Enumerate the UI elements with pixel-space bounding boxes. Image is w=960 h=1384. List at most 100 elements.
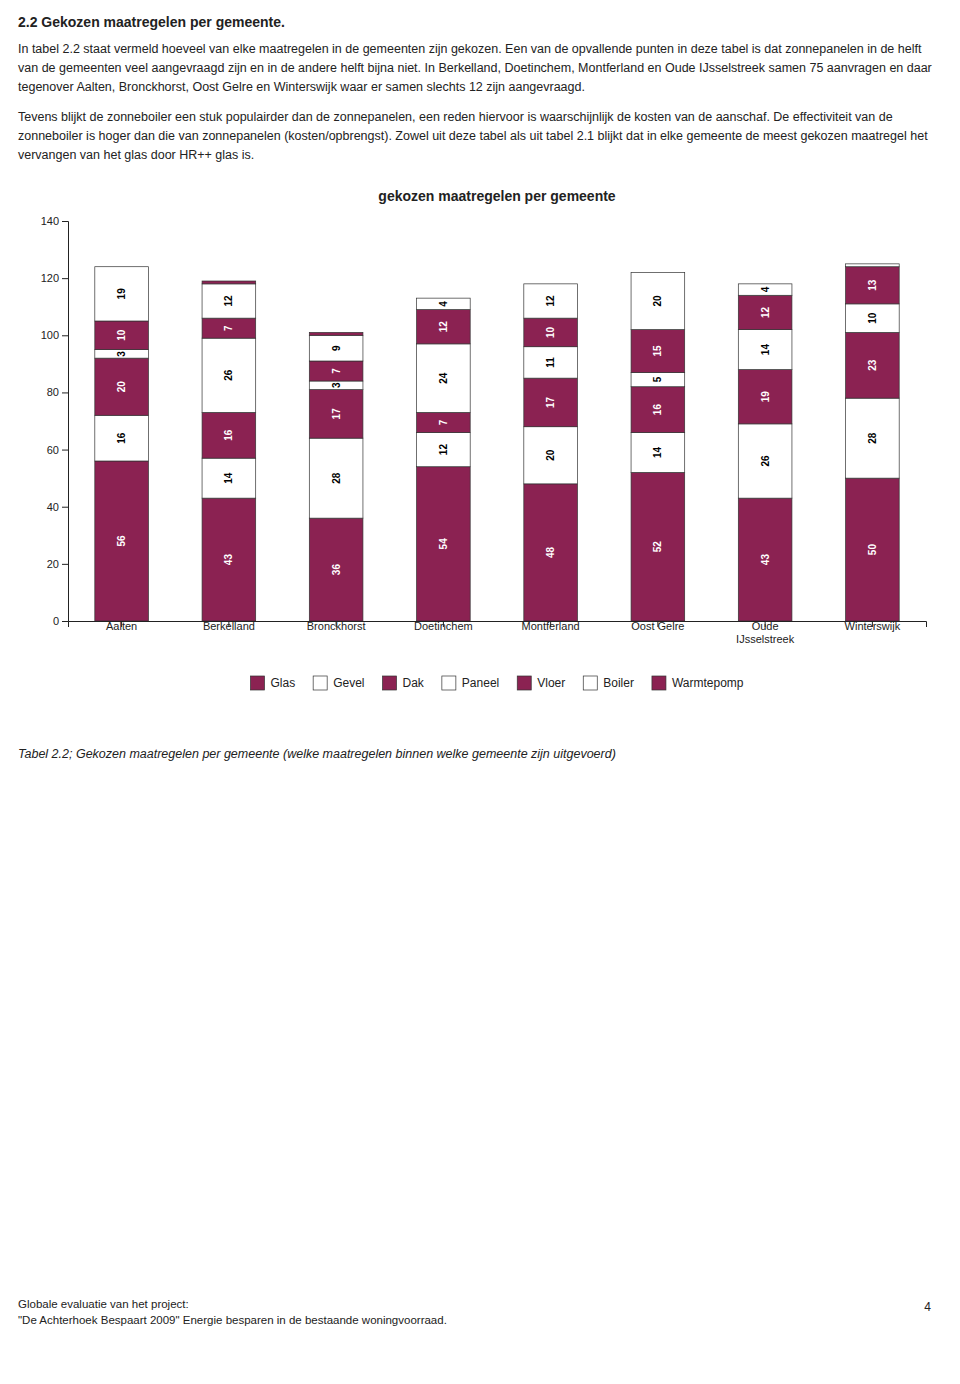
data-label: 7 xyxy=(331,367,342,373)
bar-segment xyxy=(309,438,363,518)
bar-segment xyxy=(202,412,256,458)
tick-mark xyxy=(62,335,68,336)
bar-segment xyxy=(417,309,471,343)
y-tick: 40 xyxy=(47,500,68,512)
tick-label: 20 xyxy=(47,557,59,569)
bar-segment xyxy=(846,332,900,398)
tick-label: Montferland xyxy=(522,620,580,632)
data-label: 9 xyxy=(331,344,342,350)
bar-segment xyxy=(631,372,685,386)
data-label: 43 xyxy=(760,553,771,565)
tick-label: 100 xyxy=(41,329,59,341)
tick-mark xyxy=(62,621,68,622)
bar-segment xyxy=(309,518,363,621)
data-label: 14 xyxy=(223,472,234,484)
page: 2.2 Gekozen maatregelen per gemeente.In … xyxy=(0,0,960,1384)
data-label: 26 xyxy=(223,369,234,381)
legend-label: Gevel xyxy=(333,676,364,690)
data-label: 36 xyxy=(331,563,342,575)
x-tick: Berkelland xyxy=(203,620,255,632)
data-label: 10 xyxy=(867,312,878,324)
tick-label: OudeIJsselstreek xyxy=(736,620,795,645)
y-tick: 0 xyxy=(53,615,68,627)
data-label: 13 xyxy=(867,279,878,291)
bar-segment xyxy=(417,432,471,466)
tick-label: Aalten xyxy=(106,620,137,632)
bar-segment xyxy=(417,298,471,309)
bar-segment xyxy=(524,483,578,620)
data-label: 17 xyxy=(331,407,342,419)
tick-label: Winterswijk xyxy=(845,620,901,632)
y-tick: 120 xyxy=(41,272,68,284)
y-tick: 80 xyxy=(47,386,68,398)
tick-label: 80 xyxy=(47,386,59,398)
bar-segment xyxy=(309,332,363,335)
bar-segment xyxy=(95,461,149,621)
legend: GlasGevelDakPaneelVloerBoilerWarmtepomp xyxy=(250,676,743,690)
y-tick: 100 xyxy=(41,329,68,341)
bar-segment xyxy=(738,423,792,497)
legend-label: Dak xyxy=(403,676,425,690)
data-label: 12 xyxy=(760,306,771,318)
legend-swatch xyxy=(383,676,397,690)
x-tick: Winterswijk xyxy=(845,620,901,632)
bar-segment xyxy=(524,318,578,347)
bar-segment xyxy=(524,283,578,317)
bar-series xyxy=(202,281,363,335)
data-label: 54 xyxy=(438,537,449,549)
x-axis: Aalten Berkelland Bronckhorst Doetinchem Mon… xyxy=(69,620,927,645)
bar-segment xyxy=(524,346,578,377)
data-label: 23 xyxy=(867,359,878,371)
bar-segment xyxy=(738,283,792,294)
legend-item: Gevel xyxy=(313,676,364,690)
legend-item: Dak xyxy=(383,676,425,690)
bar-segment xyxy=(846,398,900,478)
bar-segment xyxy=(417,297,471,298)
bar-segment xyxy=(738,498,792,621)
tick-mark xyxy=(62,278,68,279)
tick-label: Bronckhorst xyxy=(307,620,366,632)
bar-segment xyxy=(417,412,471,432)
tick-label: Doetinchem xyxy=(414,620,473,632)
caption: Tabel 2.2; Gekozen maatregelen per gemee… xyxy=(18,747,942,761)
data-label: 12 xyxy=(438,443,449,455)
x-tick: Doetinchem xyxy=(414,620,473,632)
chart-title: gekozen maatregelen per gemeente xyxy=(378,188,616,204)
bar-segment xyxy=(309,381,363,390)
bar-segment xyxy=(738,329,792,369)
data-label: 50 xyxy=(867,543,878,555)
data-label: 16 xyxy=(223,429,234,441)
text-flow: 2.2 Gekozen maatregelen per gemeente.In … xyxy=(18,14,942,761)
y-axis: 0 20 40 60 80 100 120 140 xyxy=(41,215,69,627)
data-label: 15 xyxy=(652,345,663,357)
bar-segment xyxy=(95,415,149,461)
legend-item: Glas xyxy=(250,676,295,690)
bar-segment xyxy=(417,466,471,620)
x-tick: Oost Gelre xyxy=(631,620,684,632)
tick-mark xyxy=(62,221,68,222)
tick-label: Berkelland xyxy=(203,620,255,632)
data-label: 26 xyxy=(760,455,771,467)
data-label: 10 xyxy=(116,329,127,341)
data-label: 7 xyxy=(223,324,234,330)
x-tick: Montferland xyxy=(522,620,580,632)
y-tick: 60 xyxy=(47,443,68,455)
bar-segment xyxy=(202,283,256,317)
tick-label: Oost Gelre xyxy=(631,620,684,632)
bars xyxy=(95,263,899,620)
data-label: 11 xyxy=(545,356,556,367)
legend-label: Warmtepomp xyxy=(672,676,744,690)
data-label: 7 xyxy=(438,419,449,425)
bar-segment xyxy=(738,369,792,423)
bar-segment xyxy=(95,358,149,415)
data-label: 24 xyxy=(438,372,449,384)
data-label: 19 xyxy=(116,287,127,299)
bar-segment xyxy=(846,303,900,332)
legend-item: Warmtepomp xyxy=(652,676,744,690)
y-tick: 140 xyxy=(41,215,68,227)
paragraph: In tabel 2.2 staat vermeld hoeveel van e… xyxy=(18,40,942,96)
bar-segment xyxy=(95,321,149,350)
bar-segment xyxy=(846,478,900,621)
bar-segment xyxy=(309,335,363,361)
tick-label: 140 xyxy=(41,215,59,227)
